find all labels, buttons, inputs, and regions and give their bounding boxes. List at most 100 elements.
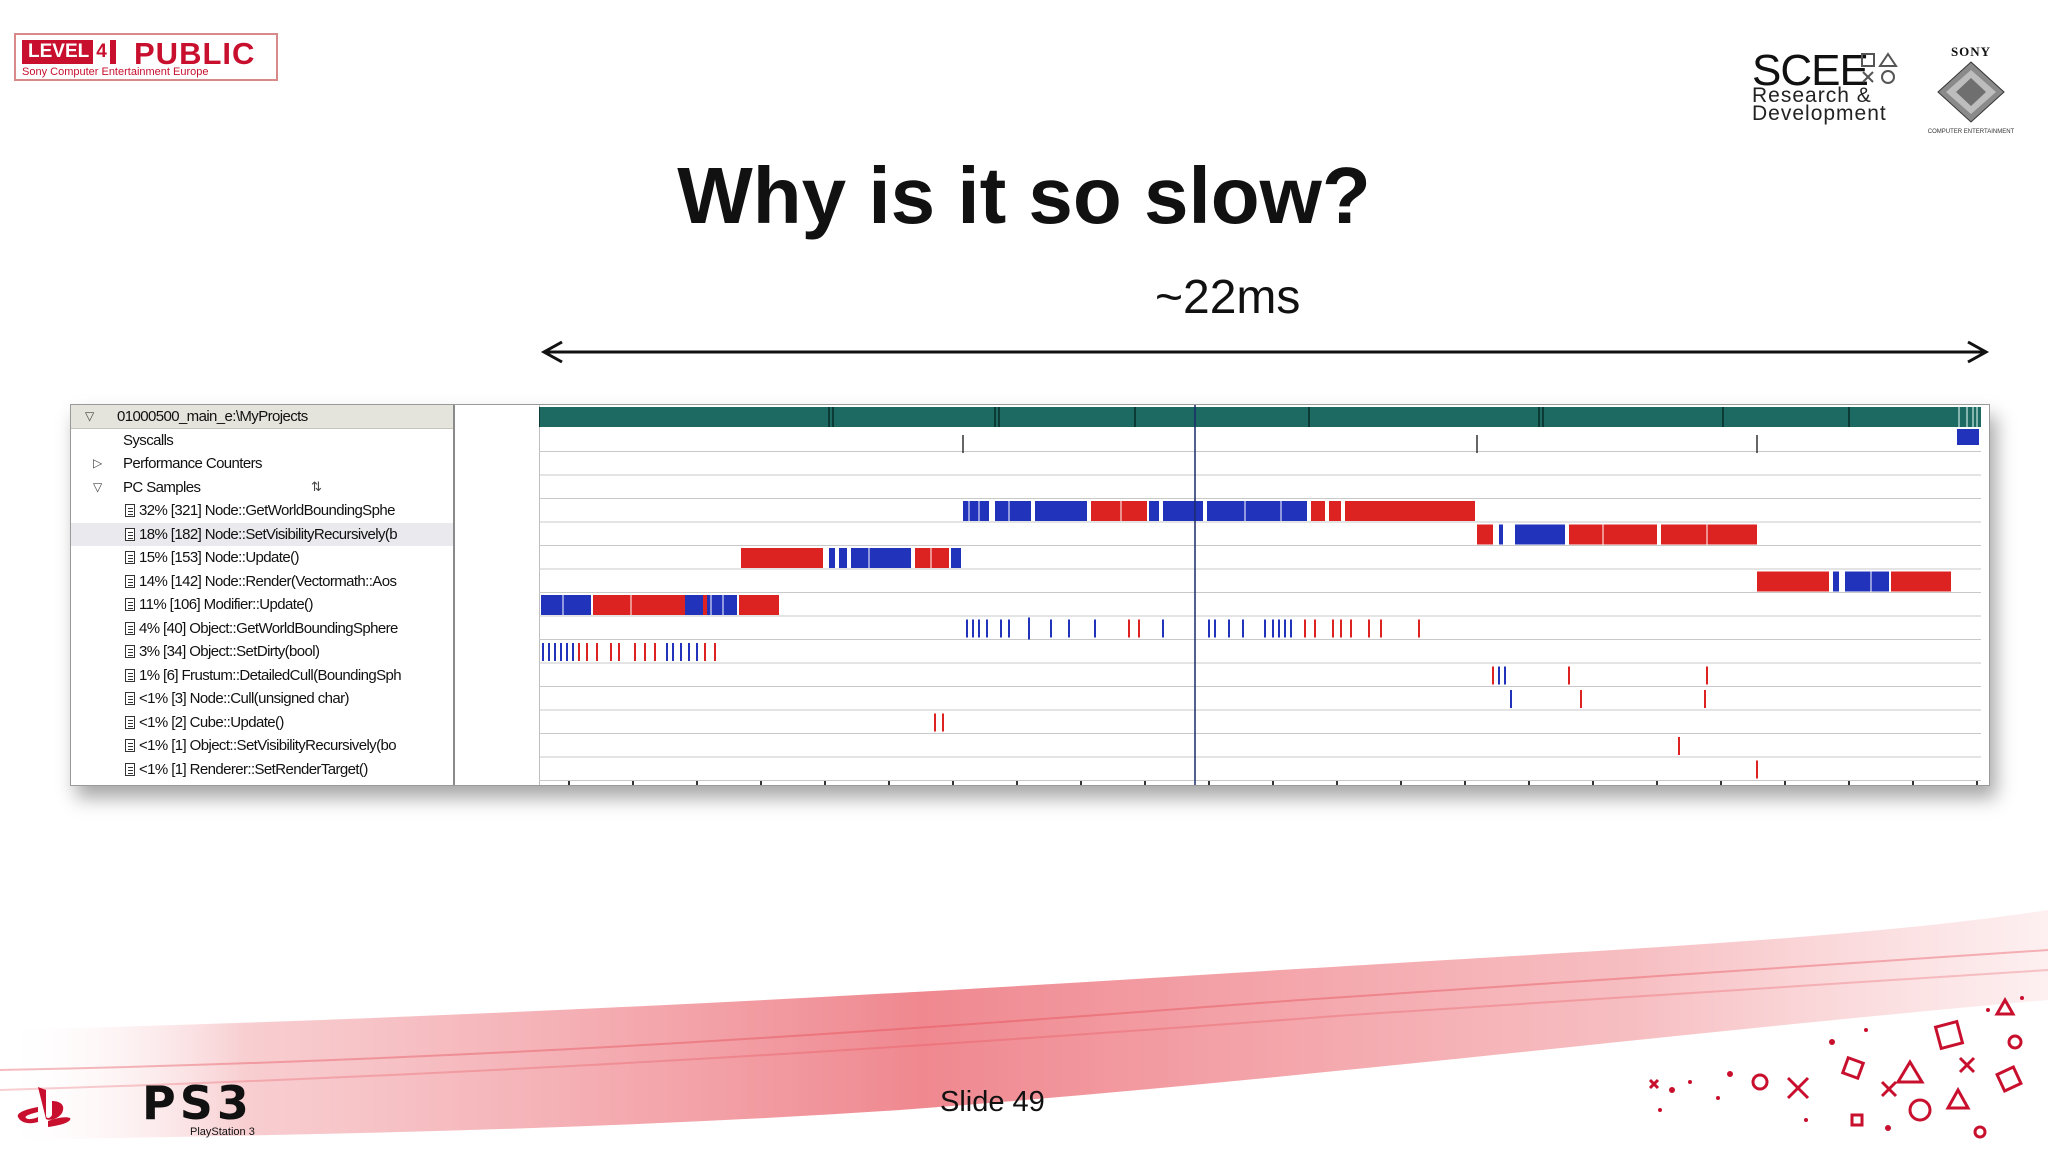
tree-row-label: Syscalls [123,431,174,449]
timeline-bar [1207,501,1307,521]
tree-row[interactable]: <1% [1] Object::SetVisibilityRecursively… [71,734,453,757]
tree-row-label: 18% [182] Node::SetVisibilityRecursively… [139,525,398,543]
tree-row[interactable]: <1% [1] Renderer::SetRenderTarget() [71,758,453,781]
timeline-bar [1345,501,1475,521]
tree-row[interactable]: 3% [34] Object::SetDirty(bool) [71,640,453,663]
timeline-bar [1661,524,1757,545]
tree-row[interactable]: 11% [106] Modifier::Update() [71,593,453,616]
timeline-bar [915,548,949,568]
tree-row-label: 11% [106] Modifier::Update() [139,596,313,613]
sort-icon[interactable]: ⇅ [311,479,322,494]
tree-row[interactable]: 18% [182] Node::SetVisibilityRecursively… [71,522,453,546]
footer-wave-band [0,910,2048,1140]
document-icon [125,762,135,776]
timeline-bar [1833,571,1839,592]
tree-row[interactable]: Syscalls [71,429,453,452]
document-icon [125,574,135,588]
tree-row[interactable]: 14% [142] Node::Render(Vectormath::Aos [71,570,453,593]
timeline-bar [1515,524,1565,545]
level-number: 4 [93,40,110,64]
tree-row[interactable]: <1% [2] Cube::Update() [71,711,453,734]
scee-research: Research & [1752,84,1872,107]
tree-row-label: 3% [34] Object::SetDirty(bool) [139,643,320,660]
profiler-window: ▽ 01000500_main_e:\MyProjects Syscalls ▷ Per… [70,404,1990,786]
timeline-bar [963,501,989,521]
playstation-shapes-icon [1861,52,1898,84]
scee-logo: SCEE Research & Development [1752,46,1912,132]
document-icon [125,692,135,705]
document-icon [125,668,135,682]
timeline-bar [1035,501,1087,521]
tree-row[interactable]: ▷ Performance Counters [71,452,453,475]
tree-gutter [455,405,540,785]
timeline-bar [1757,571,1829,592]
tree-row-label: Performance Counters [123,455,263,472]
ps3-subtitle-icon: PlayStation 3 [190,1126,255,1138]
tree-row-label: 32% [321] Node::GetWorldBoundingSphe [139,502,395,519]
expand-toggle-icon[interactable]: ▽ [93,479,102,494]
timeline-bar [851,548,911,568]
ps3-logo: PS3 PlayStation 3 [142,1076,255,1138]
scee-text: SCEE [1752,46,1869,95]
timeline-bar [541,595,591,615]
tree-row-label: PC Samples [123,478,201,496]
sony-logo: SONY COMPUTER ENTERTAINMENT [1926,44,2016,136]
tree-row-label: <1% [2] Cube::Update() [139,713,284,731]
document-icon [125,715,135,729]
playstation-symbols-icon [1648,996,2024,1139]
timeline-bar [1311,501,1325,521]
document-icon [125,621,135,635]
timeline-bar [741,548,823,568]
document-icon [125,645,135,658]
sony-word: SONY [1950,44,1992,59]
document-icon [125,551,135,564]
timeline-graph [539,405,1981,785]
timeline-end-marker [1957,429,1979,445]
duration-arrow [540,340,1990,364]
timeline-view [539,405,1989,785]
duration-label: ~22ms [1155,271,1301,324]
slide-title: Why is it so slow? [677,151,1371,240]
timeline-bar [951,548,961,568]
tree-row-label: <1% [1] Renderer::SetRenderTarget() [139,760,368,778]
timeline-bar [1891,571,1951,592]
timeline-bar [839,548,847,568]
document-icon [125,598,135,611]
timeline-bar [1163,501,1203,521]
collapse-toggle-icon[interactable]: ▷ [93,456,102,470]
sony-subtitle: COMPUTER ENTERTAINMENT [1927,129,2015,135]
tree-row[interactable]: ▽ 01000500_main_e:\MyProjects [71,405,453,429]
slide-number: Slide 49 [940,1086,1045,1118]
expand-toggle-icon[interactable]: ▽ [85,409,94,423]
timeline-bar [1329,501,1341,521]
tree-row[interactable]: 4% [40] Object::GetWorldBoundingSphere [71,617,453,640]
timeline-bar [1477,524,1493,545]
timeline-bar [703,595,707,615]
tree-row[interactable]: ▽ PC Samples [71,476,453,499]
tree-row-label: 14% [142] Node::Render(Vectormath::Aos [139,572,397,590]
level-word: LEVEL [28,41,90,62]
sony-diamond-icon [1937,61,2005,123]
tree-row[interactable]: 32% [321] Node::GetWorldBoundingSphe [71,499,453,522]
public-label: PUBLIC [134,36,256,71]
company-label: Sony Computer Entertainment Europe [22,66,209,78]
level-4-public-badge: LEVEL 4 PUBLIC Sony Computer Entertainmen… [14,33,278,81]
timeline-bar [593,595,685,615]
tree-row-label: 15% [153] Node::Update() [139,549,299,566]
timeline-bar [1499,524,1503,545]
scee-development: Development [1752,102,1887,125]
tree-row[interactable]: 15% [153] Node::Update() [71,546,453,569]
tree-row[interactable]: 1% [6] Frustum::DetailedCull(BoundingSph [71,664,453,687]
tree-row[interactable]: <1% [3] Node::Cull(unsigned char) [71,687,453,710]
ps3-logo-icon: PS3 [142,1076,253,1130]
timeline-bar [995,501,1031,521]
tree-row-label: 4% [40] Object::GetWorldBoundingSphere [139,619,398,637]
tree-row-label: 01000500_main_e:\MyProjects [117,408,308,425]
timeline-bar [1845,571,1889,592]
tree-row-label: <1% [1] Object::SetVisibilityRecursively… [139,737,397,754]
timeline-bar [1091,501,1147,521]
timeline-bar [739,595,779,615]
timeline-bar [1569,524,1657,545]
timeline-header-band [539,407,1981,427]
timeline-bar [829,548,835,568]
